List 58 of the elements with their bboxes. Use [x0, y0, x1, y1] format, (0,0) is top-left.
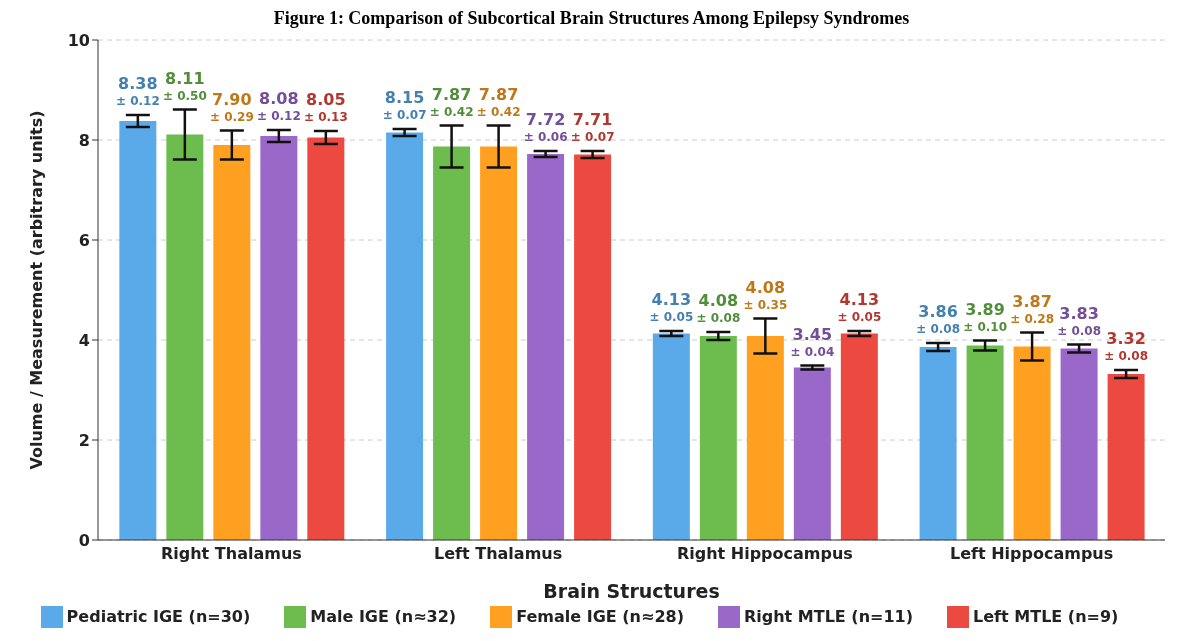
bar — [746, 336, 784, 540]
bar — [260, 136, 298, 540]
data-label: 4.08 ± 0.08 — [696, 291, 741, 325]
bar — [840, 333, 878, 540]
y-tick-label: 2 — [78, 430, 90, 450]
bar — [699, 336, 737, 540]
legend-label: Left MTLE (n=9) — [973, 606, 1119, 626]
x-tick-label: Left Hippocampus — [949, 544, 1114, 564]
y-tick-label: 4 — [78, 330, 90, 350]
bar — [1013, 346, 1051, 540]
y-axis-title: Volume / Measurement (arbitrary units) — [26, 110, 46, 470]
data-label: 7.72 ± 0.06 — [523, 110, 568, 144]
legend-label: Male IGE (n≈32) — [310, 606, 457, 626]
bar — [574, 154, 612, 540]
data-label: 7.87 ± 0.42 — [429, 84, 474, 119]
data-label: 3.45 ± 0.04 — [790, 324, 835, 359]
bar — [793, 367, 831, 540]
bar — [119, 121, 157, 540]
data-label: 7.71 ± 0.07 — [570, 110, 615, 144]
data-label: 3.83 ± 0.08 — [1057, 303, 1102, 338]
data-label: 8.11 ± 0.50 — [162, 68, 207, 103]
bar — [652, 333, 690, 540]
x-tick-label: Left Thalamus — [434, 544, 563, 564]
y-tick-label: 10 — [67, 30, 90, 50]
chart-title: Figure 1: Comparison of Subcortical Brain Structures Among Epilepsy Syndromes — [272, 8, 911, 30]
legend-label: Pediatric IGE (n=30) — [66, 606, 251, 626]
bar — [919, 347, 957, 540]
legend-label: Right MTLE (n=11) — [743, 606, 914, 626]
data-label: 4.13 ± 0.05 — [837, 290, 882, 324]
data-label: 8.08 ± 0.12 — [256, 89, 301, 123]
data-label: 3.86 ± 0.08 — [916, 302, 961, 336]
data-label: 7.90 ± 0.29 — [209, 89, 254, 124]
bar — [433, 146, 471, 540]
legend-label: Female IGE (n≈28) — [516, 606, 684, 626]
data-label: 3.32 ± 0.08 — [1104, 329, 1149, 363]
x-tick-label: Right Thalamus — [160, 544, 302, 564]
bar — [166, 134, 204, 540]
data-label: 8.15 ± 0.07 — [382, 88, 427, 122]
y-tick-label: 6 — [78, 230, 90, 250]
bar — [1107, 374, 1145, 540]
bar — [386, 132, 424, 540]
bar — [307, 137, 345, 540]
bar — [213, 145, 251, 540]
bar — [527, 154, 565, 540]
y-tick-label: 8 — [78, 130, 90, 150]
bar — [480, 146, 518, 540]
bar — [1060, 348, 1098, 540]
data-label: 8.05 ± 0.13 — [303, 90, 348, 124]
y-tick-label: 0 — [78, 530, 90, 550]
bar — [966, 345, 1004, 540]
data-label: 7.87 ± 0.42 — [476, 84, 521, 119]
data-label: 4.08 ± 0.35 — [743, 277, 788, 312]
data-label: 4.13 ± 0.05 — [649, 290, 694, 324]
data-label: 3.89 ± 0.10 — [963, 299, 1008, 334]
x-tick-label: Right Hippocampus — [676, 544, 853, 564]
data-label: 8.38 ± 0.12 — [115, 74, 160, 108]
x-axis-title: Brain Structures — [543, 580, 720, 602]
data-label: 3.87 ± 0.28 — [1010, 291, 1055, 326]
